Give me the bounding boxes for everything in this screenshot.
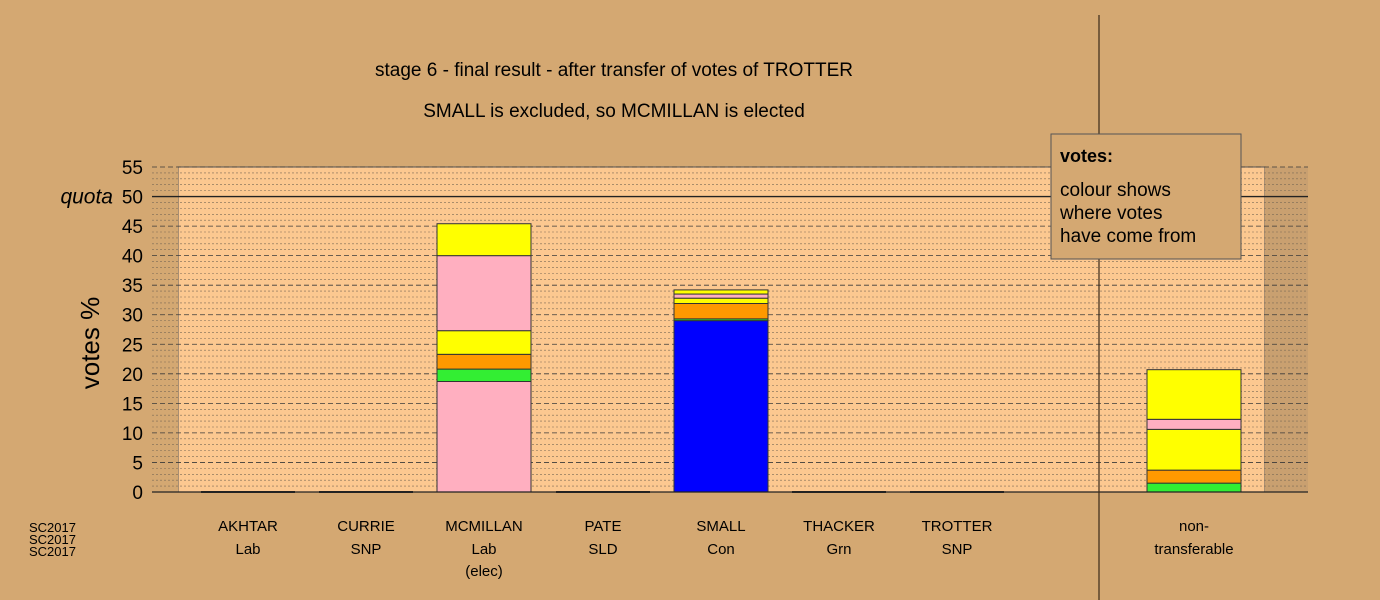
bar-small-segment	[673, 320, 769, 493]
bar-mcmillan-segment	[436, 330, 532, 355]
bar-small-segment	[673, 303, 769, 320]
candidate-name: PATE	[585, 518, 622, 535]
y-tick-label: 45	[122, 217, 143, 238]
candidate-party: SNP	[942, 541, 973, 558]
legend-box: votes: colour shows where votes have com…	[1050, 133, 1242, 260]
plot-margin-left	[152, 167, 178, 492]
y-tick-label: 50	[122, 188, 143, 209]
bar-small-segment	[673, 289, 769, 295]
y-tick-label: 5	[132, 453, 143, 474]
stamp: SC2017 SC2017 SC2017	[29, 520, 76, 559]
nontransferable-label-1: non-	[1179, 518, 1209, 535]
stamp-line-1: SC2017	[29, 520, 76, 535]
candidate-party: SLD	[588, 541, 617, 558]
nontransferable-label-2: transferable	[1154, 541, 1233, 558]
bar-nontransferable-segment	[1146, 482, 1242, 493]
legend-line-1: colour shows	[1060, 180, 1171, 201]
bar-small-segment	[673, 297, 769, 305]
bar-small-segment	[673, 293, 769, 299]
y-tick-label: 10	[122, 424, 143, 445]
y-tick-label: 30	[122, 306, 143, 327]
y-axis-label: votes %	[75, 297, 105, 390]
bar-mcmillan-segment	[436, 353, 532, 370]
candidate-name: CURRIE	[337, 518, 395, 535]
candidate-name: THACKER	[803, 518, 875, 535]
bar-nontransferable-segment	[1146, 428, 1242, 471]
bar-mcmillan-segment	[436, 381, 532, 493]
bar-mcmillan-segment	[436, 255, 532, 332]
y-tick-label: 25	[122, 335, 143, 356]
y-tick-label: 35	[122, 276, 143, 297]
candidate-party: Grn	[826, 541, 851, 558]
candidate-name: AKHTAR	[218, 518, 278, 535]
candidate-note: (elec)	[465, 563, 503, 580]
plot-margin-right	[1265, 167, 1308, 492]
bar-mcmillan-segment	[436, 368, 532, 383]
candidate-party: Lab	[235, 541, 260, 558]
y-tick-label: 55	[122, 158, 143, 179]
candidate-party: Con	[707, 541, 735, 558]
chart-title: stage 6 - final result - after transfer …	[375, 60, 853, 81]
y-tick-label: 20	[122, 365, 143, 386]
legend-line-3: have come from	[1060, 226, 1196, 247]
candidate-name: SMALL	[696, 518, 745, 535]
y-tick-label: 0	[132, 483, 143, 504]
candidate-party: SNP	[351, 541, 382, 558]
candidate-name: TROTTER	[922, 518, 993, 535]
legend-line-2: where votes	[1059, 203, 1162, 224]
stamp-line-2: SC2017	[29, 532, 76, 547]
bar-nontransferable-segment	[1146, 418, 1242, 430]
bar-nontransferable-segment	[1146, 369, 1242, 420]
stamp-line-3: SC2017	[29, 544, 76, 559]
legend-title: votes:	[1060, 146, 1113, 166]
bar-nontransferable-segment	[1146, 469, 1242, 484]
y-tick-label: 15	[122, 394, 143, 415]
candidate-name: MCMILLAN	[445, 518, 523, 535]
y-tick-label: 40	[122, 247, 143, 268]
candidate-party: Lab	[471, 541, 496, 558]
chart-subtitle: SMALL is excluded, so MCMILLAN is electe…	[423, 101, 805, 122]
quota-label: quota	[60, 186, 113, 209]
bar-mcmillan-segment	[436, 223, 532, 257]
